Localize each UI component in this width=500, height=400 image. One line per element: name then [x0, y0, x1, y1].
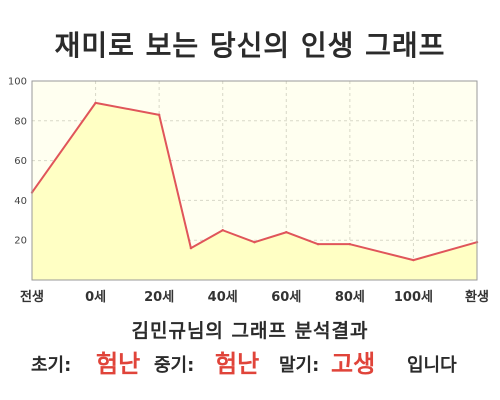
- data-point: [285, 231, 288, 234]
- result-ending: 입니다: [407, 355, 457, 376]
- data-point: [94, 101, 97, 105]
- y-tick-label: 80: [14, 116, 27, 127]
- middle-stage-label: 중기:: [154, 355, 195, 376]
- page-title: 재미로 보는 당신의 인생 그래프: [54, 29, 446, 62]
- x-tick-label: 40세: [208, 290, 238, 305]
- x-tick-label: 환생: [465, 289, 489, 305]
- data-point: [157, 113, 161, 117]
- data-point: [412, 258, 415, 262]
- analysis-result: 초기: 험난 중기: 험난 말기: 고생 입니다: [0, 348, 500, 382]
- y-tick-label: 60: [14, 156, 27, 167]
- x-tick-label: 0세: [85, 290, 106, 305]
- early-stage-value: 험난: [96, 350, 141, 378]
- life-graph-chart: 20 40 60 80 100 전생 0세 20세 40세 60세 80세 100세 환생: [8, 77, 489, 306]
- early-stage-label: 초기:: [31, 355, 72, 376]
- analysis-subtitle: 김민규님의 그래프 분석결과: [131, 320, 369, 342]
- x-tick-label: 80세: [335, 290, 365, 305]
- x-tick-label: 100세: [394, 290, 433, 305]
- data-point: [253, 240, 256, 244]
- y-tick-label: 20: [14, 236, 27, 247]
- data-point: [221, 229, 224, 232]
- y-tick-label: 40: [14, 196, 27, 207]
- life-area-fill: [32, 102, 477, 280]
- middle-stage-value: 험난: [215, 350, 260, 378]
- data-point: [189, 246, 193, 250]
- x-tick-label: 60세: [271, 290, 301, 305]
- plot-frame: [31, 80, 478, 281]
- data-point: [316, 242, 320, 246]
- x-tick-label: 전생: [20, 289, 44, 305]
- x-tick-label: 20세: [144, 290, 174, 305]
- late-stage-value: 고생: [331, 350, 376, 378]
- y-tick-label: 100: [8, 77, 27, 88]
- data-point: [348, 242, 352, 246]
- late-stage-label: 말기:: [279, 355, 320, 376]
